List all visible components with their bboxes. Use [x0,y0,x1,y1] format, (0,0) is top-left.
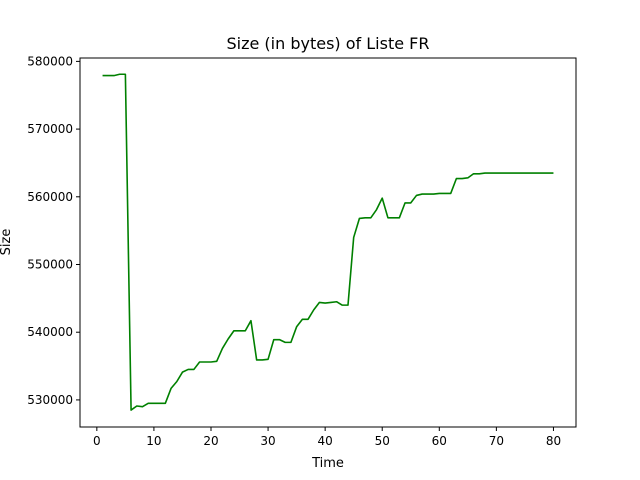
x-tick-label: 0 [93,434,101,448]
x-axis-label: Time [311,456,344,471]
y-tick-label: 570000 [27,122,73,136]
x-tick-label: 60 [432,434,447,448]
x-tick-label: 20 [203,434,218,448]
y-tick-label: 560000 [27,190,73,204]
plot-frame [79,57,577,428]
y-tick-label: 580000 [27,54,73,68]
x-tick-label: 40 [318,434,333,448]
x-tick-label: 30 [260,434,275,448]
x-tick-label: 70 [489,434,504,448]
x-tick-label: 10 [146,434,161,448]
y-tick-label: 530000 [27,393,73,407]
axis-ticks: 0 10 20 30 40 50 60 70 80 530000 540000 550000 56000… [27,54,561,448]
x-tick-label: 80 [546,434,561,448]
x-tick-label: 50 [375,434,390,448]
y-axis-label: Size [0,229,14,256]
plot-area [102,73,554,411]
y-tick-label: 550000 [27,258,73,272]
y-tick-label: 540000 [27,325,73,339]
series-line [102,73,554,411]
chart-title: Size (in bytes) of Liste FR [227,34,430,53]
